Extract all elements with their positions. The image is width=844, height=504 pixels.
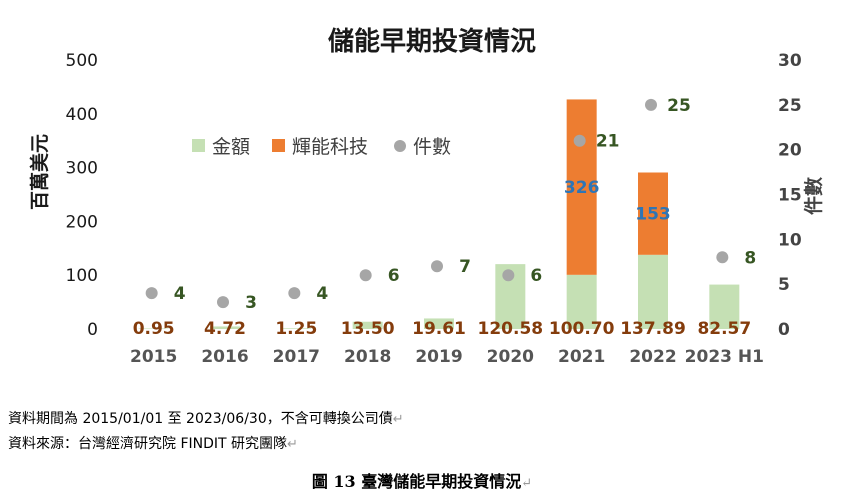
y-tick-label: 300 [66,159,98,179]
x-axis: 2015 2016 2017 2018 2019 2020 2021 2022 2023 H1 [130,347,764,367]
y2-tick-label: 20 [778,141,802,161]
count-point [431,260,443,273]
amount-label: 19.61 [412,319,466,339]
bar-amount [281,328,312,329]
amount-label: 1.25 [275,319,317,339]
y2-tick-label: 5 [778,275,790,295]
legend-swatch [272,139,285,152]
count-label: 8 [744,248,756,268]
legend-label: 輝能科技 [292,136,368,158]
count-label: 6 [388,266,400,286]
points [145,98,729,309]
bar-amount [566,274,597,329]
count-label: 4 [174,284,186,304]
count-point [573,134,586,147]
count-label: 7 [459,257,471,277]
count-point [217,296,229,309]
x-tick-label: 2019 [415,347,462,367]
data-source-note: 資料來源：台灣經濟研究院 FINDIT 研究團隊↵ [8,436,298,452]
bar-amount [638,254,668,329]
amount-label: 4.72 [204,319,246,339]
y2-tick-label: 25 [778,96,802,116]
count-label: 6 [530,266,542,286]
x-tick-label: 2020 [487,347,534,367]
count-label: 3 [245,293,257,313]
x-tick-label: 2023 H1 [685,347,764,367]
y-tick-label: 500 [66,51,98,71]
legend: 金額 輝能科技 件數 [192,136,451,158]
figure-caption: 圖 13 臺灣儲能早期投資情況↵ [311,472,533,491]
y-axis-right-title: 件數 [802,177,825,215]
bar-amount [138,328,169,329]
bar-amount [424,318,454,329]
y2-tick-label: 0 [778,320,790,340]
amount-label: 13.50 [341,319,395,339]
y2-tick-label: 10 [778,230,802,250]
amount-label: 0.95 [133,319,175,339]
bar-prologium [638,172,668,255]
bars [138,99,740,329]
prologium-label: 153 [635,205,671,225]
prologium-label: 326 [564,178,600,198]
count-point [145,287,158,300]
y-axis-left-title: 百萬美元 [28,134,51,210]
count-point [288,287,301,300]
legend-label: 金額 [212,136,250,158]
amount-label: 82.57 [697,319,751,339]
count-point [716,251,729,264]
legend-marker [394,140,406,152]
y-tick-label: 0 [87,320,98,340]
x-tick-label: 2022 [629,347,676,367]
count-label: 4 [316,284,328,304]
bar-prologium [566,99,597,275]
chart: 儲能早期投資情況 0 100 200 300 400 500 0 5 10 15 20 25 30 0… [28,26,825,367]
y2-tick-label: 15 [778,186,802,206]
y2-tick-label: 30 [778,51,802,71]
bar-amount [709,284,740,329]
legend-swatch [192,139,205,152]
count-label: 21 [596,132,620,152]
count-point [645,98,657,111]
y-axis-right: 0 5 10 15 20 25 30 [778,51,802,340]
data-period-note: 資料期間為 2015/01/01 至 2023/06/30，不含可轉換公司債↵ [8,411,404,427]
amount-label: 100.70 [549,319,615,339]
chart-title: 儲能早期投資情況 [328,26,536,57]
bar-amount [352,321,383,329]
x-tick-label: 2016 [201,347,248,367]
amount-label: 120.58 [478,319,544,339]
y-tick-label: 100 [66,266,98,286]
y-tick-label: 200 [66,212,98,232]
data-labels: 0.95 4.72 1.25 13.50 19.61 120.58 100.70 137.89… [133,96,757,339]
x-tick-label: 2015 [130,347,177,367]
x-tick-label: 2021 [558,347,605,367]
count-label: 25 [667,96,691,116]
x-tick-label: 2017 [273,347,320,367]
count-point [359,269,372,282]
legend-label: 件數 [413,136,451,158]
count-point [502,269,515,282]
bar-amount [210,326,240,329]
y-tick-label: 400 [66,105,98,125]
x-tick-label: 2018 [344,347,391,367]
y-axis-left: 0 100 200 300 400 500 [66,51,98,340]
amount-label: 137.89 [620,319,686,339]
